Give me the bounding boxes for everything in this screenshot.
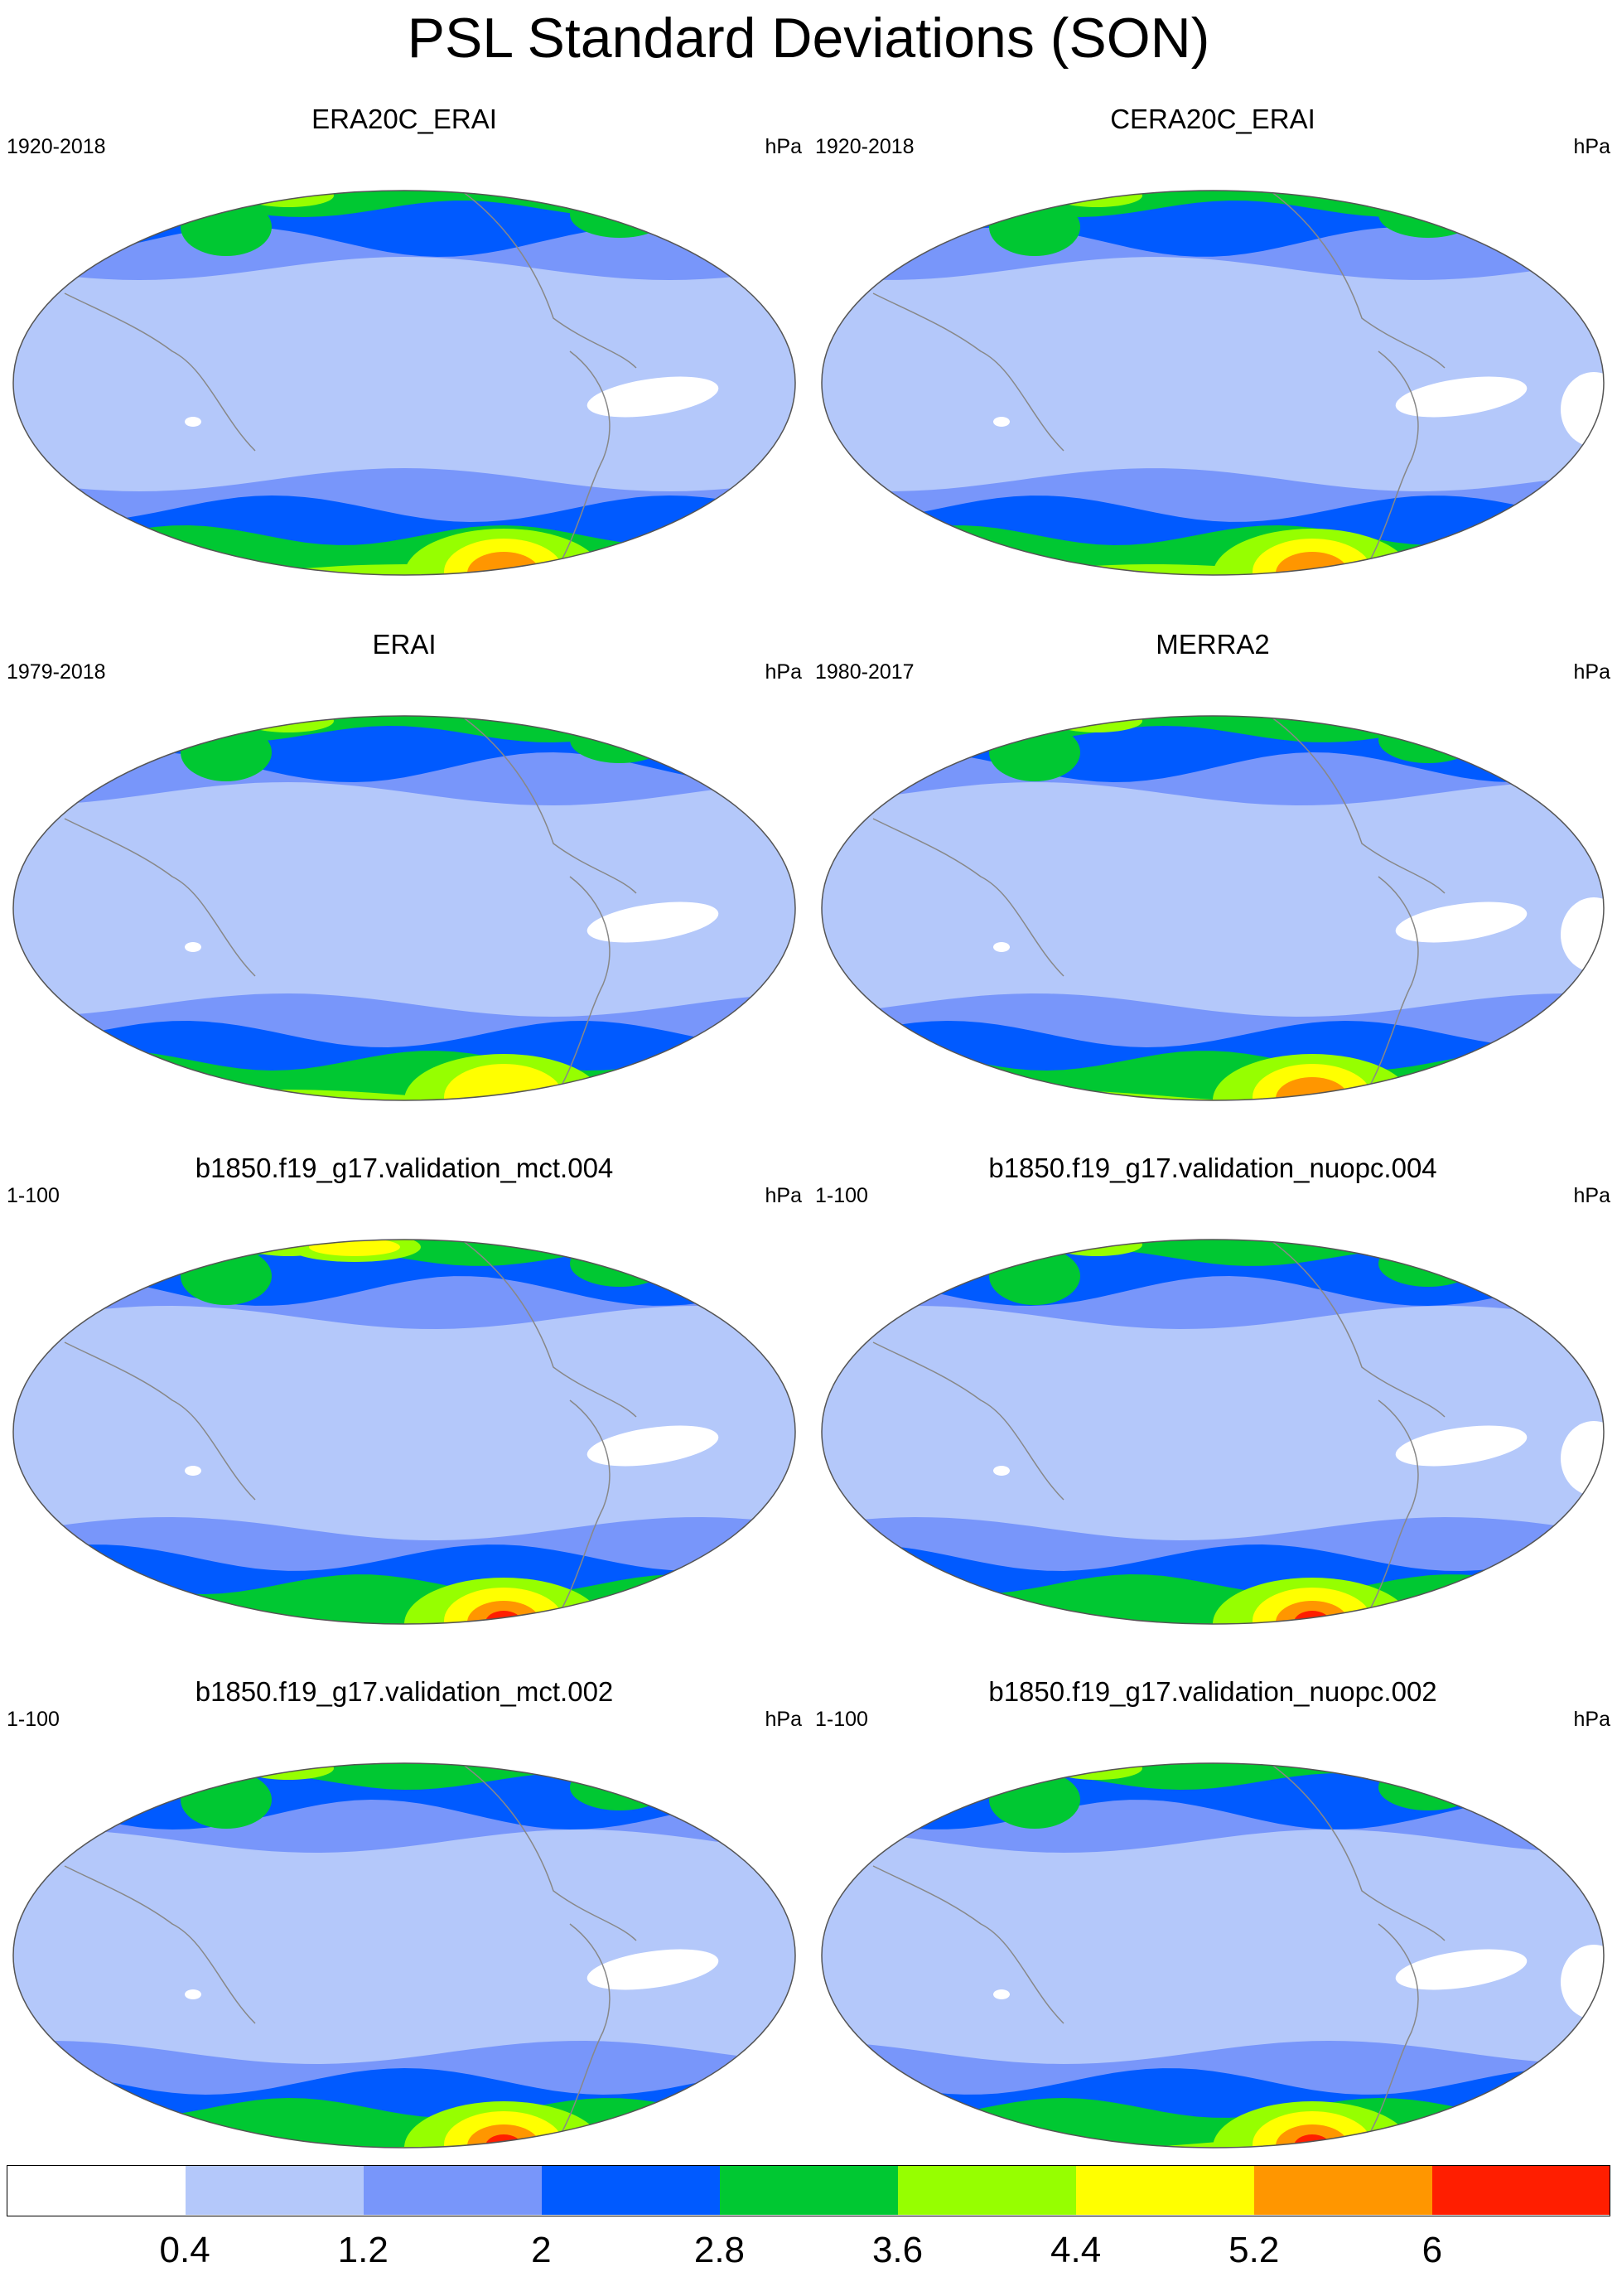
colorbar [7,2165,1611,2216]
colorbar-box [897,2165,1077,2215]
period-label: 1979-2018 [7,660,106,684]
contour-map [12,1762,796,2149]
period-label: 1-100 [815,1708,868,1731]
colorbar-tick-label: 2 [531,2230,552,2270]
panel-title: MERRA2 [1156,629,1270,660]
map-panel-era20c: ERA20C_ERAI 1920-2018 hPa [7,103,802,616]
panel-title: b1850.f19_g17.validation_nuopc.002 [988,1676,1437,1707]
figure-title: PSL Standard Deviations (SON) [407,7,1210,70]
colorbar-tick-label: 3.6 [871,2230,924,2270]
panel-title: ERAI [372,629,437,660]
colorbar-box [541,2165,720,2215]
colorbar-tick-label: 6 [1422,2230,1443,2270]
units-label: hPa [1573,1184,1610,1207]
contour-map [821,1239,1605,1625]
units-label: hPa [1573,660,1610,684]
colorbar-tick-label: 4.4 [1050,2230,1102,2270]
colorbar-box [185,2165,364,2215]
panel-title: b1850.f19_g17.validation_nuopc.004 [988,1153,1437,1183]
units-label: hPa [1573,1708,1610,1731]
period-label: 1-100 [7,1184,60,1207]
map-panel-mct-004: b1850.f19_g17.validation_mct.004 1-100 h… [7,1152,802,1665]
units-label: hPa [765,1184,802,1207]
colorbar-tick-label: 1.2 [337,2230,389,2270]
contour-map [821,715,1605,1101]
units-label: hPa [765,135,802,158]
colorbar-box [719,2165,899,2215]
period-label: 1980-2017 [815,660,915,684]
colorbar-box [363,2165,542,2215]
map-panel-erai: ERAI 1979-2018 hPa [7,628,802,1142]
period-label: 1-100 [815,1184,868,1207]
contour-map [821,1762,1605,2149]
contour-map [821,190,1605,576]
map-panel-nuopc-004: b1850.f19_g17.validation_nuopc.004 1-100… [815,1152,1610,1665]
map-panel-cera20c: CERA20C_ERAI 1920-2018 hPa [815,103,1610,616]
colorbar-tick-label: 5.2 [1228,2230,1280,2270]
units-label: hPa [765,660,802,684]
period-label: 1-100 [7,1708,60,1731]
period-label: 1920-2018 [815,135,915,158]
colorbar-box [7,2165,186,2215]
units-label: hPa [765,1708,802,1731]
map-panel-nuopc-002: b1850.f19_g17.validation_nuopc.002 1-100… [815,1675,1610,2189]
panel-title: b1850.f19_g17.validation_mct.004 [195,1153,614,1183]
map-panel-mct-002: b1850.f19_g17.validation_mct.002 1-100 h… [7,1675,802,2189]
colorbar-box [1431,2165,1611,2215]
period-label: 1920-2018 [7,135,106,158]
contour-map [12,190,796,576]
panel-title: ERA20C_ERAI [311,104,497,134]
contour-map [12,715,796,1101]
colorbar-box [1075,2165,1255,2215]
map-panel-merra2: MERRA2 1980-2017 hPa [815,628,1610,1142]
panel-title: b1850.f19_g17.validation_mct.002 [195,1676,614,1707]
colorbar-tick-label: 2.8 [693,2230,746,2270]
colorbar-tick-label: 0.4 [159,2230,210,2270]
panel-title: CERA20C_ERAI [1110,104,1315,134]
contour-map [12,1239,796,1625]
colorbar-box [1253,2165,1433,2215]
units-label: hPa [1573,135,1610,158]
